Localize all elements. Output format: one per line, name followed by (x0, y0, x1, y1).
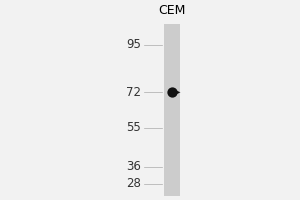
Text: 36: 36 (127, 160, 141, 173)
Text: 95: 95 (127, 38, 141, 51)
Text: 55: 55 (127, 121, 141, 134)
Bar (164, 24, 179, 196)
Text: CEM: CEM (158, 4, 185, 17)
Text: 72: 72 (126, 86, 141, 99)
Text: 28: 28 (127, 177, 141, 190)
Point (169, 91, 174, 94)
